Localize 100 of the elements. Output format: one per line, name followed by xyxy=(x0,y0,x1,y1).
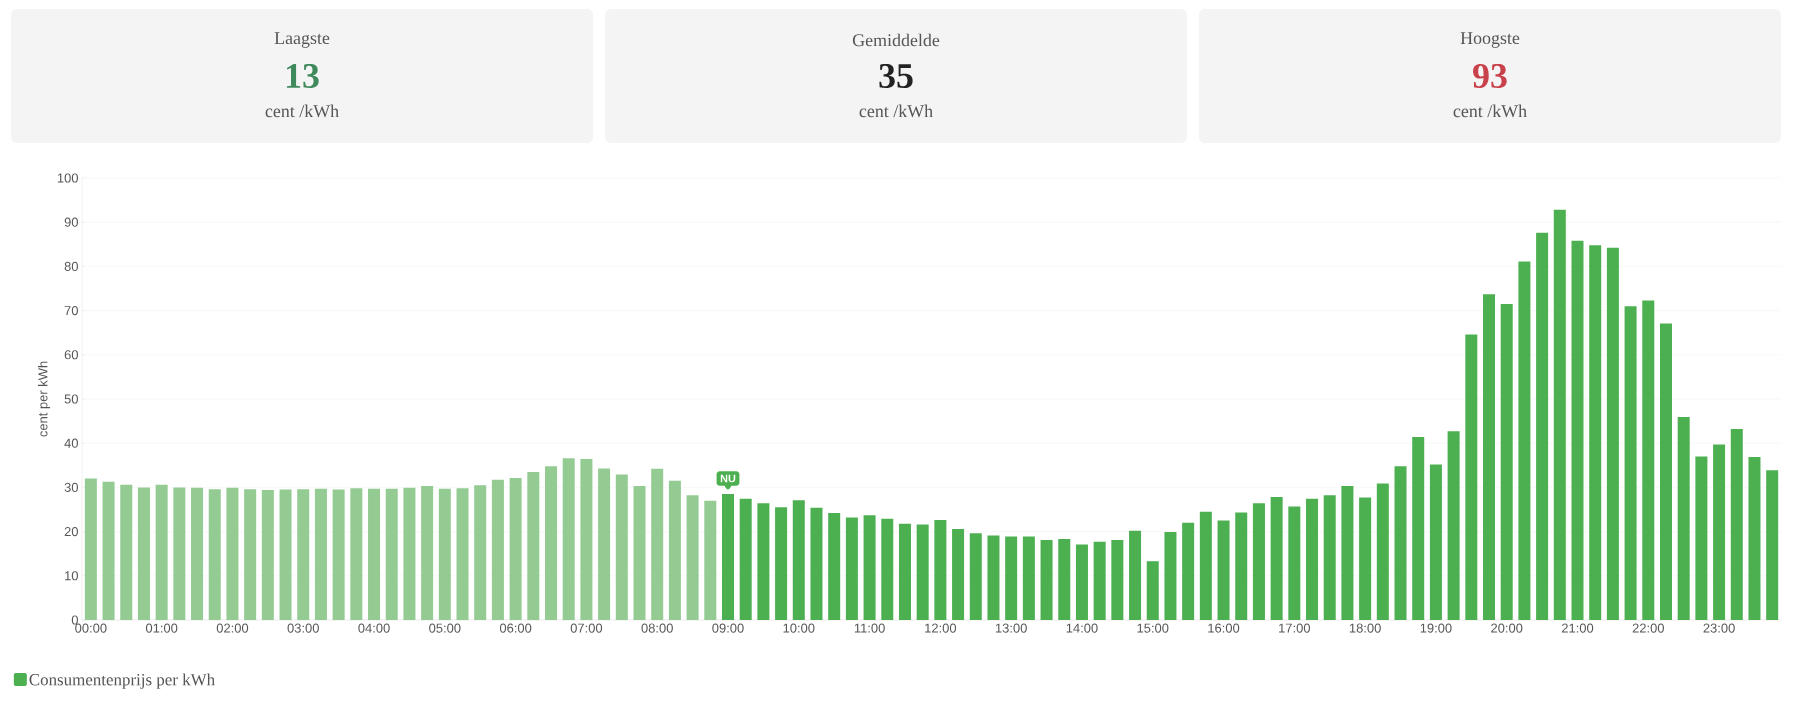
bar xyxy=(1217,520,1230,620)
bar xyxy=(1748,456,1761,620)
bar xyxy=(881,518,894,620)
bar xyxy=(916,524,929,620)
text: cent /kWh xyxy=(1453,104,1527,118)
bar xyxy=(491,479,504,620)
y-tick-label: 40 xyxy=(64,438,78,448)
bar xyxy=(84,478,97,620)
x-tick-label: 00:00 xyxy=(75,623,107,633)
bar xyxy=(421,486,434,620)
bar xyxy=(279,489,292,620)
bar xyxy=(598,468,611,620)
y-tick-label: 50 xyxy=(64,394,78,404)
bar xyxy=(226,487,239,620)
bar xyxy=(1447,431,1460,620)
y-tick-label: 60 xyxy=(64,350,78,360)
x-tick-label: 14:00 xyxy=(1066,623,1098,633)
text: cent /kWh xyxy=(859,104,933,118)
x-tick-label: 23:00 xyxy=(1703,623,1735,633)
bar xyxy=(615,474,628,620)
bar xyxy=(1677,417,1690,620)
bar xyxy=(828,513,841,620)
x-tick-label: 04:00 xyxy=(358,623,390,633)
bar xyxy=(1606,247,1619,620)
bar xyxy=(633,486,646,620)
bar xyxy=(1146,561,1159,620)
x-tick-label: 02:00 xyxy=(216,623,249,633)
bar xyxy=(438,488,451,620)
bar xyxy=(686,495,699,620)
bar xyxy=(1695,456,1708,620)
x-tick-label: 21:00 xyxy=(1561,623,1594,633)
bar xyxy=(1235,512,1248,620)
bar xyxy=(403,487,416,620)
bar xyxy=(1252,503,1265,620)
bar xyxy=(297,489,310,620)
bar xyxy=(1642,300,1655,620)
bar xyxy=(1129,530,1142,620)
bar xyxy=(368,488,381,620)
y-tick-label: 100 xyxy=(57,173,78,183)
x-tick-label: 15:00 xyxy=(1137,623,1169,633)
bar xyxy=(704,500,717,620)
bar xyxy=(651,468,664,620)
bar xyxy=(757,503,770,620)
x-tick-label: 16:00 xyxy=(1208,623,1240,633)
bar xyxy=(580,459,593,620)
y-tick-label: 10 xyxy=(65,571,78,581)
x-tick-label: 08:00 xyxy=(641,623,673,633)
y-tick-label: 0 xyxy=(71,615,78,625)
bar xyxy=(102,481,115,620)
text: 13 xyxy=(286,63,319,89)
bar xyxy=(1323,495,1336,620)
x-tick-label: 18:00 xyxy=(1349,623,1381,633)
bar xyxy=(1306,498,1319,620)
x-tick-label: 11:00 xyxy=(854,623,885,633)
bar xyxy=(898,523,911,620)
bar xyxy=(314,488,327,620)
bar xyxy=(1022,536,1035,620)
x-tick-label: 22:00 xyxy=(1632,623,1664,633)
bar xyxy=(1500,303,1513,620)
bar xyxy=(350,488,363,620)
bar xyxy=(1589,245,1602,620)
bar xyxy=(385,488,398,620)
x-tick-label: 03:00 xyxy=(287,623,319,633)
x-tick-label: 12:00 xyxy=(925,623,957,633)
bar xyxy=(1518,261,1531,620)
x-tick-label: 10:00 xyxy=(783,623,815,633)
x-tick-label: 17:00 xyxy=(1279,623,1311,633)
bar xyxy=(775,507,788,620)
bar xyxy=(509,478,522,620)
x-tick-label: 19:00 xyxy=(1420,623,1452,633)
bar xyxy=(1429,464,1442,620)
y-tick-label: 20 xyxy=(64,526,78,537)
x-tick-label: 05:00 xyxy=(429,623,461,633)
bar xyxy=(1376,483,1389,620)
bar xyxy=(1713,444,1726,620)
bar xyxy=(1270,497,1283,620)
bar xyxy=(934,520,947,620)
bar xyxy=(1624,306,1637,620)
bar xyxy=(562,458,575,620)
bar xyxy=(1288,506,1301,620)
bar xyxy=(1005,536,1018,620)
y-tick-label: 90 xyxy=(64,217,78,227)
bar xyxy=(1536,232,1549,620)
bar xyxy=(155,484,168,620)
x-tick-label: 09:00 xyxy=(712,623,744,633)
bar xyxy=(1483,294,1496,620)
annotation: NU xyxy=(720,474,736,483)
bar xyxy=(545,466,558,620)
bar xyxy=(244,489,257,620)
bar xyxy=(191,487,204,620)
bar xyxy=(845,517,858,620)
x-tick-label: 13:00 xyxy=(995,623,1027,633)
x-tick-label: 20:00 xyxy=(1491,623,1523,633)
bar xyxy=(1341,486,1354,620)
y-tick-label: 30 xyxy=(64,482,78,492)
bar xyxy=(1730,429,1743,620)
bar xyxy=(1058,539,1071,620)
bar xyxy=(1182,522,1195,620)
category-label: Gemiddelde xyxy=(852,33,940,47)
bar xyxy=(1571,240,1584,620)
